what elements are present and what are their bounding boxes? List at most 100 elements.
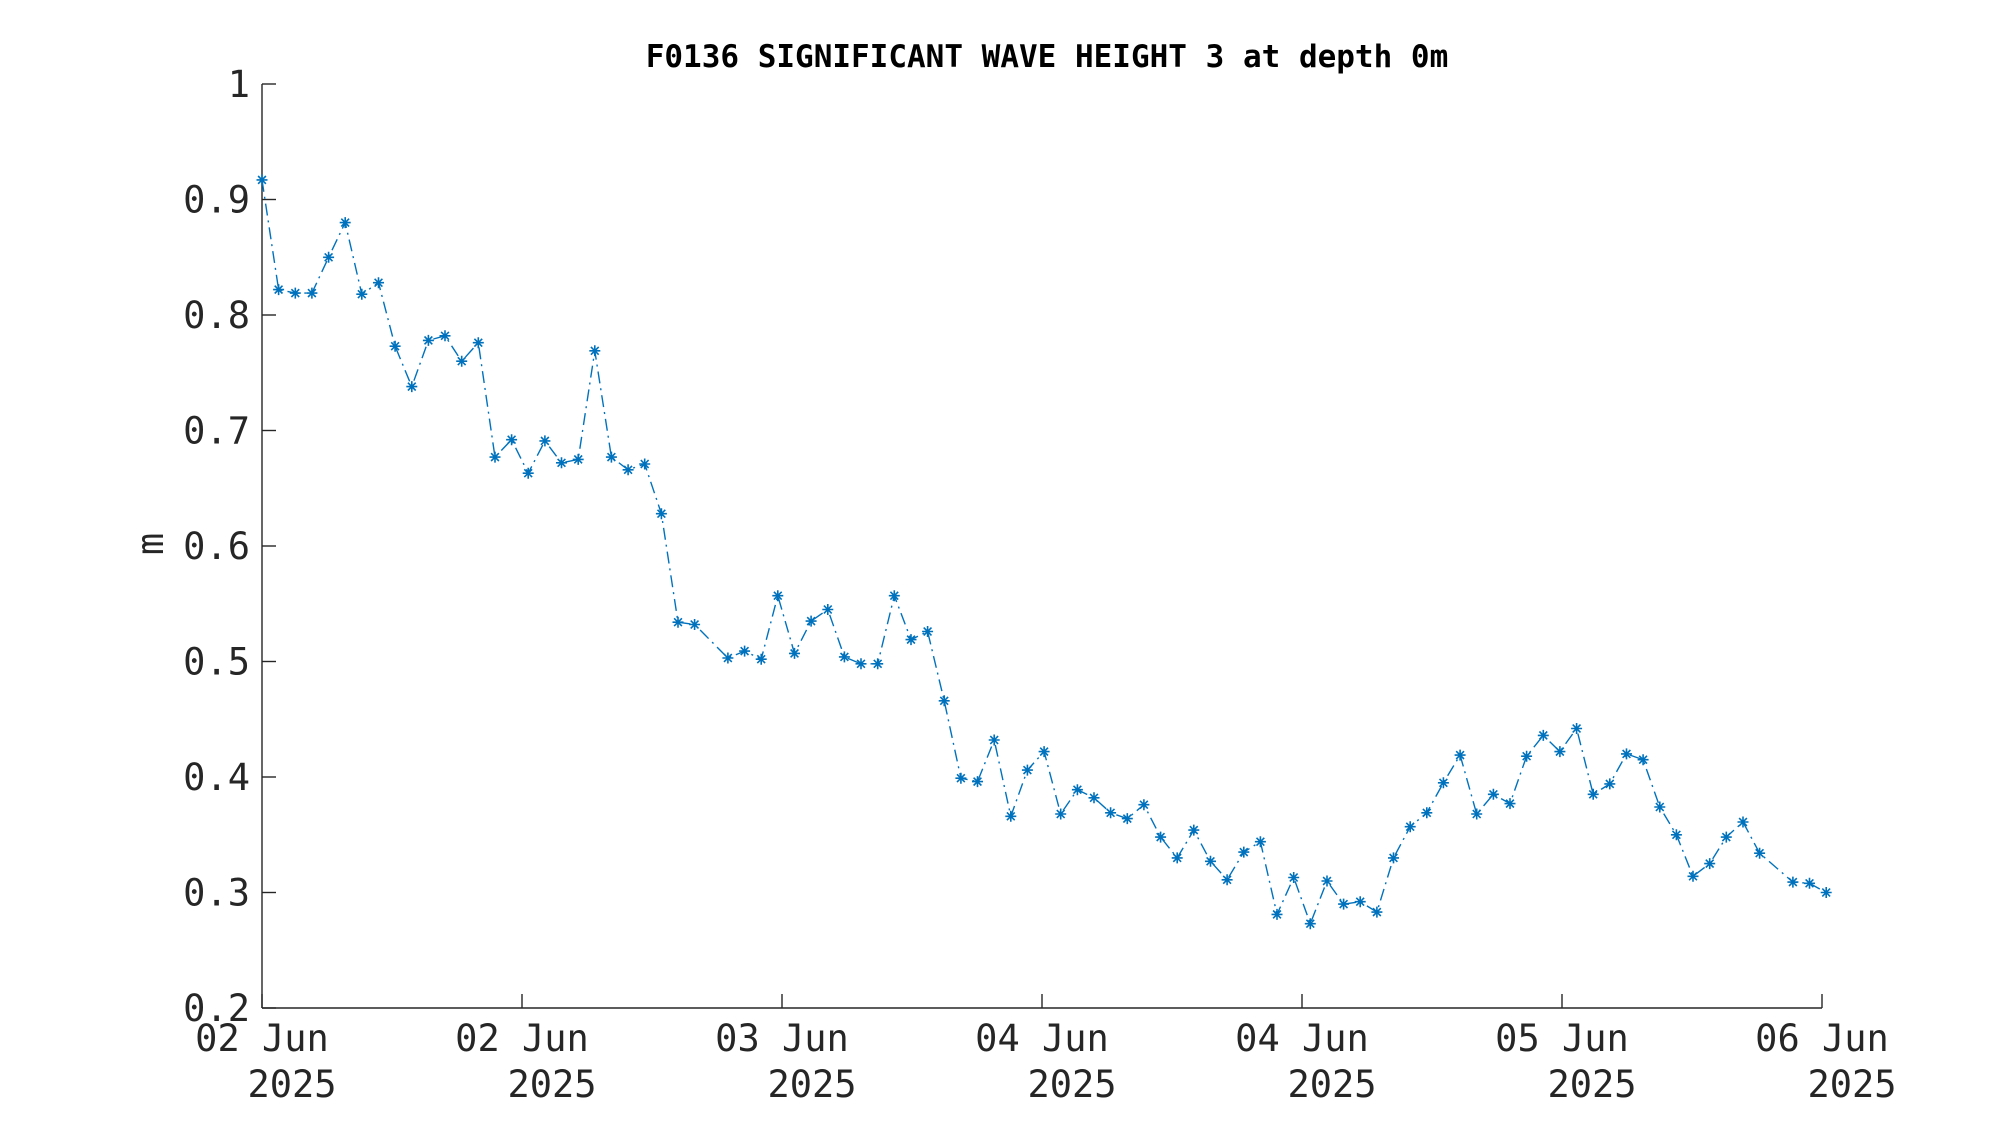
data-point bbox=[1238, 846, 1250, 858]
data-point bbox=[539, 435, 551, 447]
data-point bbox=[1820, 887, 1832, 898]
data-point bbox=[289, 287, 301, 299]
data-point bbox=[789, 647, 800, 659]
x-tick-year-label: 2025 bbox=[1807, 1063, 1896, 1106]
x-tick-label: 02 Jun bbox=[455, 1017, 589, 1060]
data-point bbox=[422, 334, 434, 346]
data-point bbox=[955, 772, 967, 784]
y-tick-label: 0.5 bbox=[183, 641, 250, 684]
data-point bbox=[1105, 807, 1117, 819]
y-tick-label: 0.8 bbox=[183, 294, 250, 337]
data-point bbox=[506, 434, 518, 446]
data-point bbox=[1537, 729, 1549, 741]
data-point bbox=[1321, 875, 1333, 887]
data-point bbox=[389, 340, 401, 352]
x-tick-label: 04 Jun bbox=[975, 1017, 1109, 1060]
data-point bbox=[1787, 876, 1799, 888]
y-tick-label: 0.6 bbox=[183, 525, 250, 568]
data-point bbox=[1521, 750, 1533, 762]
data-point bbox=[1205, 855, 1216, 867]
data-point bbox=[1254, 836, 1266, 848]
data-point bbox=[805, 615, 817, 627]
data-point bbox=[1421, 807, 1433, 819]
data-point bbox=[988, 734, 1000, 746]
x-tick-year-label: 2025 bbox=[1027, 1063, 1116, 1106]
y-tick-label: 0.2 bbox=[183, 987, 250, 1030]
data-point bbox=[905, 634, 917, 646]
data-point bbox=[639, 458, 651, 470]
data-point bbox=[855, 658, 867, 670]
data-point bbox=[655, 508, 667, 520]
x-tick-label: 05 Jun bbox=[1495, 1017, 1629, 1060]
data-point bbox=[1055, 808, 1067, 820]
data-point bbox=[822, 604, 834, 615]
data-point bbox=[373, 277, 384, 289]
y-tick-label: 0.7 bbox=[183, 410, 250, 453]
data-point bbox=[1038, 746, 1050, 758]
data-point bbox=[1654, 801, 1666, 813]
data-point bbox=[1221, 874, 1233, 886]
data-point bbox=[1088, 792, 1100, 804]
data-point bbox=[972, 776, 983, 788]
data-point bbox=[1554, 746, 1566, 758]
data-point bbox=[572, 453, 584, 465]
data-point bbox=[922, 626, 934, 637]
y-tick-label: 0.9 bbox=[183, 179, 250, 222]
data-point bbox=[522, 467, 534, 479]
data-point bbox=[1704, 858, 1716, 870]
chart-title: F0136 SIGNIFICANT WAVE HEIGHT 3 at depth… bbox=[646, 39, 1449, 75]
data-point bbox=[356, 288, 368, 300]
data-point bbox=[456, 355, 468, 367]
data-point bbox=[1720, 831, 1732, 843]
x-tick-year-label: 2025 bbox=[767, 1063, 856, 1106]
data-series bbox=[256, 174, 1832, 930]
data-point bbox=[556, 457, 567, 469]
data-point bbox=[489, 451, 501, 463]
data-point bbox=[323, 251, 335, 263]
data-point bbox=[1737, 816, 1749, 828]
data-point bbox=[838, 651, 850, 663]
data-point bbox=[1454, 749, 1466, 761]
data-point bbox=[739, 645, 751, 657]
data-point bbox=[872, 658, 884, 670]
data-point bbox=[1687, 870, 1699, 882]
data-point bbox=[1304, 918, 1316, 930]
data-point bbox=[1338, 898, 1350, 910]
data-point bbox=[1487, 788, 1499, 800]
data-point bbox=[1188, 824, 1200, 836]
data-point bbox=[406, 381, 418, 393]
data-point bbox=[689, 619, 701, 630]
data-point bbox=[622, 464, 634, 476]
data-point bbox=[472, 337, 484, 349]
data-point bbox=[1138, 799, 1150, 811]
data-point bbox=[1437, 777, 1449, 789]
x-tick-label: 03 Jun bbox=[715, 1017, 849, 1060]
data-point bbox=[1288, 872, 1300, 883]
data-point bbox=[1388, 852, 1399, 864]
data-point bbox=[1354, 896, 1366, 908]
x-tick-year-label: 2025 bbox=[247, 1063, 336, 1106]
data-point bbox=[589, 345, 601, 357]
data-point bbox=[1271, 908, 1283, 920]
data-point bbox=[1604, 778, 1616, 790]
data-point bbox=[1121, 813, 1133, 825]
x-tick-label: 04 Jun bbox=[1235, 1017, 1369, 1060]
data-point bbox=[1371, 906, 1383, 918]
data-point bbox=[1021, 764, 1033, 776]
y-tick-label: 1 bbox=[228, 63, 250, 106]
data-point bbox=[938, 695, 950, 707]
data-point bbox=[672, 616, 684, 628]
data-point bbox=[1637, 754, 1649, 766]
x-tick-year-label: 2025 bbox=[1287, 1063, 1376, 1106]
data-point bbox=[772, 590, 784, 602]
data-point bbox=[605, 451, 617, 463]
data-point bbox=[1571, 723, 1583, 734]
data-point bbox=[1754, 847, 1766, 859]
y-axis-label: m bbox=[129, 533, 172, 555]
y-axis-ticks: 0.2 0.3 0.4 0.5 0.6 0.7 0.8 0.9 1 bbox=[183, 63, 276, 1030]
data-point bbox=[722, 652, 734, 664]
data-point bbox=[1587, 788, 1599, 800]
data-point bbox=[256, 174, 268, 186]
